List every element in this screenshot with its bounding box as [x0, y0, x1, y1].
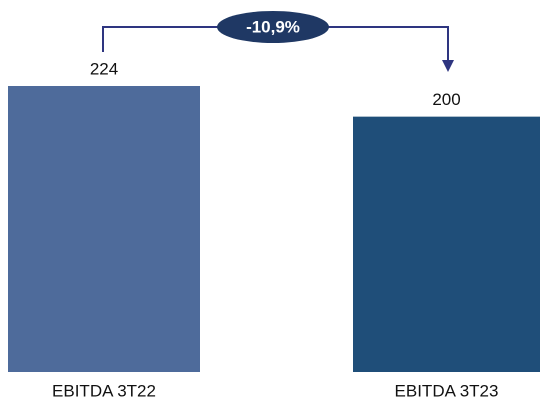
bar — [353, 116, 540, 373]
change-badge — [217, 11, 329, 43]
x-tick-label: EBITDA 3T22 — [52, 381, 156, 400]
bar — [8, 86, 200, 372]
x-tick-label: EBITDA 3T23 — [395, 381, 499, 400]
value-label: 200 — [432, 90, 460, 109]
change-label: -10,9% — [246, 17, 300, 36]
value-label: 224 — [90, 59, 118, 78]
